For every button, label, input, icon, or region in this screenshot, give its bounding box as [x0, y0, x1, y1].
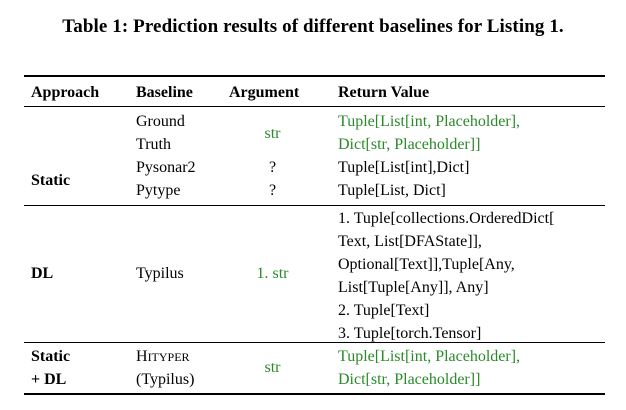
dl-return: Text, List[DFAState]],	[338, 233, 482, 250]
hybrid-approach: Static	[31, 348, 71, 365]
header-argument: Argument	[229, 84, 300, 101]
pysonar2-return: Tuple[List[int],Dict]	[338, 159, 470, 176]
ground-truth-baseline: Ground	[136, 113, 185, 130]
dl-argument: 1. str	[256, 265, 289, 282]
pysonar2-baseline: Pysonar2	[136, 159, 196, 176]
hityper-initial: H	[136, 348, 148, 365]
top-rule	[24, 75, 605, 77]
table-caption: Table 1: Prediction results of different…	[62, 16, 564, 37]
pytype-return: Tuple[List, Dict]	[338, 182, 446, 199]
pytype-argument: ?	[268, 182, 277, 199]
hityper-rest: ITYPER	[147, 350, 190, 364]
header-approach: Approach	[31, 84, 100, 101]
ground-truth-return: Tuple[List[int, Placeholder],	[338, 113, 521, 130]
dl-return: 2. Tuple[Text]	[338, 302, 430, 319]
dl-return: Optional[Text]],Tuple[Any,	[338, 256, 515, 273]
dl-return: 3. Tuple[torch.Tensor]	[338, 325, 482, 342]
header-return-value: Return Value	[338, 84, 430, 101]
hityper-baseline-sub: (Typilus)	[136, 371, 195, 388]
row-rule-2	[24, 342, 605, 343]
ground-truth-argument: str	[264, 125, 281, 142]
dl-baseline: Typilus	[136, 265, 184, 282]
dl-return: List[Tuple[Any]], Any]	[338, 279, 489, 296]
bottom-rule	[24, 393, 605, 395]
static-approach: Static	[31, 172, 71, 189]
ground-truth-return: Dict[str, Placeholder]]	[338, 136, 481, 153]
hybrid-return: Tuple[List[int, Placeholder],	[338, 348, 521, 365]
hybrid-argument: str	[264, 359, 281, 376]
pysonar2-argument: ?	[268, 159, 277, 176]
header-rule	[24, 106, 605, 107]
row-rule-1	[24, 205, 605, 206]
dl-return: 1. Tuple[collections.OrderedDict[	[338, 210, 555, 227]
ground-truth-baseline: Truth	[136, 136, 171, 153]
header-baseline: Baseline	[136, 84, 193, 101]
hityper-baseline: HITYPER	[136, 345, 190, 369]
hybrid-approach: + DL	[31, 371, 67, 388]
hybrid-return: Dict[str, Placeholder]]	[338, 371, 481, 388]
dl-approach: DL	[31, 265, 54, 282]
pytype-baseline: Pytype	[136, 182, 181, 199]
